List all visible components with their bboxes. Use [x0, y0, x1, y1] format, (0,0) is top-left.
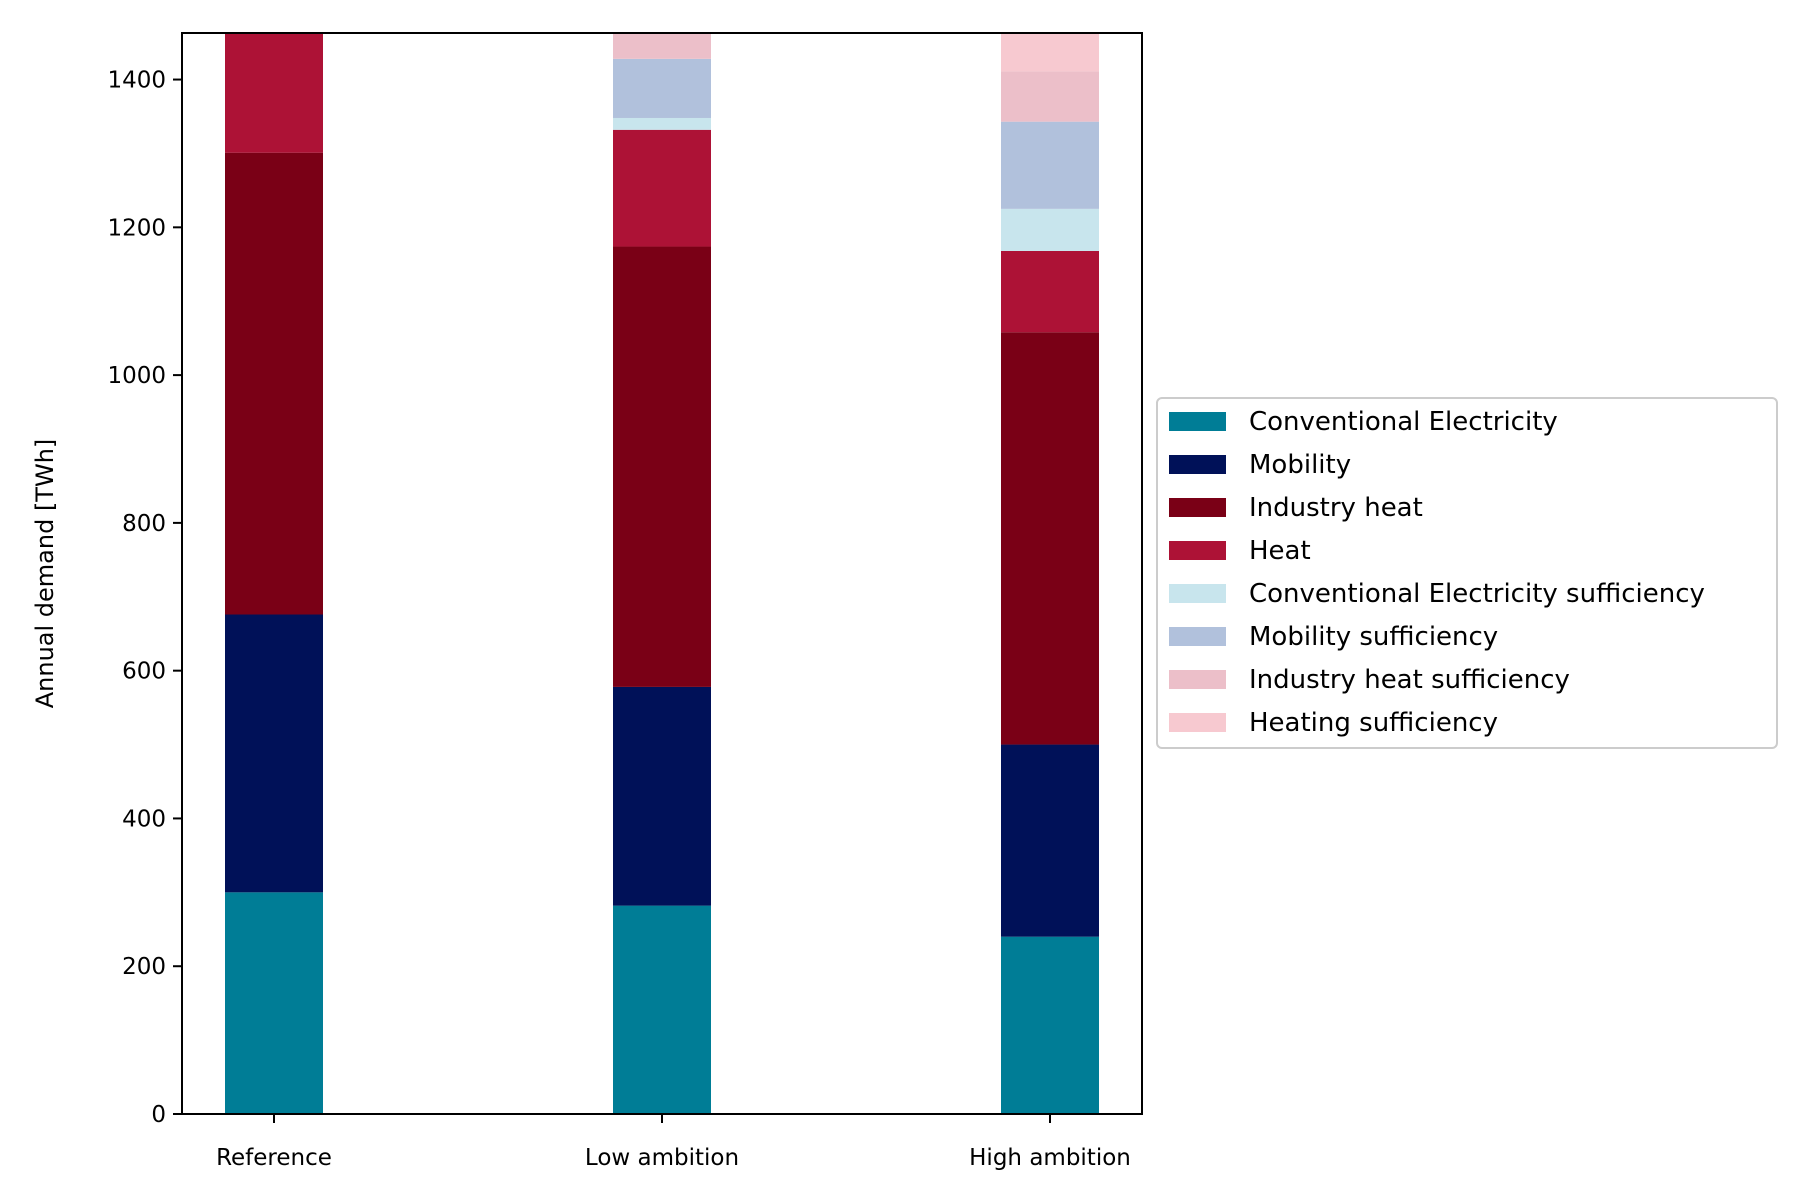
y-axis: 0 200 400 600 800 1000 1200 1400: [107, 68, 182, 1128]
bar-segment: [1001, 250, 1099, 333]
bar-segment: [613, 117, 711, 130]
bar-segment: [613, 905, 711, 1114]
legend-label: Conventional Electricity: [1249, 407, 1558, 437]
bar-segment: [225, 614, 323, 893]
bar-segment: [613, 686, 711, 906]
y-tick-label: 400: [122, 806, 166, 832]
legend-label: Industry heat sufficiency: [1249, 665, 1570, 695]
y-tick-label: 600: [122, 659, 166, 685]
y-tick-label: 1400: [107, 68, 166, 94]
x-tick-label: Reference: [216, 1145, 332, 1171]
legend-swatch: [1169, 455, 1226, 474]
x-tick-label: Low ambition: [585, 1145, 739, 1171]
legend-swatch: [1169, 713, 1226, 732]
legend-label: Heating sufficiency: [1249, 708, 1498, 738]
bar-segment: [225, 152, 323, 615]
legend-frame: [1156, 397, 1778, 749]
bar-segment: [1001, 208, 1099, 251]
bar-segment: [225, 892, 323, 1114]
bar-segment: [613, 129, 711, 247]
legend-label: Heat: [1249, 536, 1311, 566]
bar-segment: [613, 246, 711, 687]
legend-swatch: [1169, 412, 1226, 431]
bar-segment: [1001, 936, 1099, 1114]
y-tick-label: 1200: [107, 215, 166, 241]
x-tick-label: High ambition: [969, 1145, 1131, 1171]
y-tick-label: 0: [151, 1102, 166, 1128]
bar-segment: [225, 33, 323, 153]
legend-swatch: [1169, 584, 1226, 603]
x-axis: Reference Low ambition High ambition: [216, 1114, 1131, 1171]
y-tick-label: 1000: [107, 363, 166, 389]
legend-label: Industry heat: [1249, 493, 1423, 523]
bar-segment: [1001, 332, 1099, 745]
bar-segment: [613, 58, 711, 118]
y-tick-label: 200: [122, 954, 166, 980]
legend-label: Mobility sufficiency: [1249, 622, 1498, 652]
legend-swatch: [1169, 627, 1226, 646]
y-axis-label: Annual demand [TWh]: [31, 439, 59, 709]
legend-swatch: [1169, 541, 1226, 560]
legend: Conventional Electricity Mobility Industry…: [1156, 397, 1778, 749]
legend-label: Mobility: [1249, 450, 1351, 480]
legend-swatch: [1169, 670, 1226, 689]
bar-segment: [1001, 33, 1099, 72]
legend-label: Conventional Electricity sufficiency: [1249, 579, 1705, 609]
bar-segment: [613, 33, 711, 59]
y-tick-label: 800: [122, 511, 166, 537]
bar-segment: [1001, 744, 1099, 937]
bars-layer: [225, 33, 1099, 1114]
bar-segment: [1001, 71, 1099, 122]
legend-swatch: [1169, 498, 1226, 517]
bar-segment: [1001, 121, 1099, 209]
